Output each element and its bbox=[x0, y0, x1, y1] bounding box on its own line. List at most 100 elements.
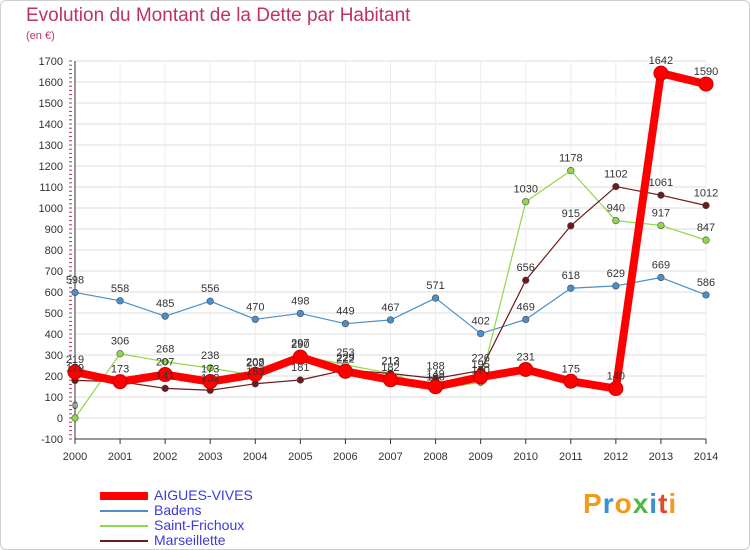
data-point bbox=[702, 236, 710, 244]
y-tick-label: 700 bbox=[45, 266, 63, 278]
legend-item: AIGUES-VIVES bbox=[100, 487, 400, 503]
y-tick-label: 1300 bbox=[39, 140, 63, 152]
data-point bbox=[71, 414, 79, 422]
data-point bbox=[67, 364, 83, 380]
data-label: 213 bbox=[381, 355, 399, 367]
data-label: 136 bbox=[426, 371, 444, 383]
data-label: 629 bbox=[607, 268, 625, 280]
data-point bbox=[657, 273, 665, 282]
data-point bbox=[522, 276, 530, 284]
data-label: 940 bbox=[607, 203, 625, 215]
data-label: 175 bbox=[562, 363, 580, 375]
y-tick-label: 0 bbox=[57, 413, 63, 425]
data-point bbox=[112, 374, 128, 390]
x-tick-label: 2000 bbox=[63, 451, 87, 463]
x-tick-label: 2001 bbox=[108, 451, 132, 463]
y-tick-label: 1600 bbox=[39, 77, 63, 89]
data-point bbox=[341, 320, 350, 328]
legend-swatch bbox=[100, 510, 148, 512]
data-label: 253 bbox=[336, 347, 354, 359]
data-point bbox=[657, 221, 665, 230]
data-label: 207 bbox=[156, 357, 174, 369]
x-tick-label: 2012 bbox=[604, 451, 628, 463]
data-label: 163 bbox=[246, 366, 264, 378]
data-label: 917 bbox=[652, 207, 670, 219]
data-label: 149 bbox=[426, 369, 444, 381]
data-label: 669 bbox=[652, 260, 670, 272]
data-point bbox=[383, 372, 398, 388]
legend-label: Marseillette bbox=[154, 532, 226, 548]
data-label: 556 bbox=[201, 283, 219, 295]
data-label: 306 bbox=[111, 336, 129, 348]
data-label: 558 bbox=[111, 283, 129, 295]
data-label: 598 bbox=[66, 274, 84, 286]
data-point bbox=[251, 315, 259, 323]
data-point bbox=[477, 329, 485, 338]
data-point bbox=[698, 76, 714, 92]
data-point bbox=[657, 191, 665, 199]
data-point bbox=[522, 315, 530, 324]
y-tick-label: 1200 bbox=[39, 161, 63, 173]
x-tick-label: 2002 bbox=[153, 451, 177, 463]
x-tick-label: 2008 bbox=[423, 451, 447, 463]
data-label: 140 bbox=[607, 371, 625, 383]
data-label: 402 bbox=[471, 316, 489, 328]
data-point bbox=[473, 369, 489, 385]
data-label: 141 bbox=[156, 370, 174, 382]
y-tick-label: 200 bbox=[45, 371, 63, 383]
legend-label: AIGUES-VIVES bbox=[154, 487, 253, 503]
data-label: 470 bbox=[246, 301, 264, 313]
data-point bbox=[567, 284, 575, 292]
data-point bbox=[157, 367, 173, 383]
data-point bbox=[522, 198, 530, 206]
y-tick-label: 800 bbox=[45, 245, 63, 257]
y-tick-label: 1400 bbox=[39, 119, 63, 131]
legend-label: Badens bbox=[154, 502, 202, 518]
data-label: 485 bbox=[156, 298, 174, 310]
data-point bbox=[116, 350, 124, 358]
data-label: 132 bbox=[201, 372, 219, 384]
data-label: 0 bbox=[72, 400, 78, 412]
data-label: 173 bbox=[111, 364, 129, 376]
x-tick-label: 2013 bbox=[649, 451, 673, 463]
data-label: 268 bbox=[156, 344, 174, 356]
x-tick-label: 2014 bbox=[694, 451, 718, 463]
legend-swatch bbox=[100, 540, 148, 542]
data-point bbox=[612, 282, 620, 290]
x-tick-label: 2011 bbox=[559, 451, 583, 463]
data-point bbox=[608, 381, 624, 397]
y-tick-label: 1000 bbox=[39, 203, 63, 215]
data-label: 212 bbox=[381, 355, 399, 367]
data-label: 226 bbox=[471, 353, 489, 365]
y-tick-label: 300 bbox=[45, 350, 63, 362]
data-point bbox=[428, 379, 444, 395]
data-point bbox=[563, 373, 579, 389]
chart-title: Evolution du Montant de la Dette par Hab… bbox=[26, 5, 411, 26]
data-label: 467 bbox=[381, 302, 399, 314]
data-label: 219 bbox=[66, 354, 84, 366]
data-label: 290 bbox=[291, 339, 309, 351]
data-label: 222 bbox=[336, 353, 354, 365]
data-point bbox=[612, 217, 620, 225]
data-label: 847 bbox=[697, 222, 715, 234]
data-point bbox=[247, 366, 263, 382]
data-point bbox=[71, 288, 79, 297]
data-label: 1642 bbox=[649, 55, 673, 67]
data-label: 231 bbox=[517, 351, 535, 363]
legend-item: Saint-Frichoux bbox=[100, 517, 400, 533]
legend-label: Saint-Frichoux bbox=[154, 517, 245, 533]
data-point bbox=[431, 294, 440, 302]
data-label: 571 bbox=[426, 280, 444, 292]
legend-swatch bbox=[100, 525, 148, 527]
data-label: 449 bbox=[336, 306, 354, 318]
data-label: 656 bbox=[517, 262, 535, 274]
x-tick-label: 2003 bbox=[198, 451, 222, 463]
data-label: 1102 bbox=[604, 169, 628, 181]
x-tick-label: 2007 bbox=[378, 451, 402, 463]
data-label: 238 bbox=[201, 350, 219, 362]
data-label: 498 bbox=[291, 295, 309, 307]
data-label: 1030 bbox=[513, 184, 537, 196]
data-point bbox=[206, 297, 214, 305]
data-point bbox=[518, 361, 534, 377]
y-tick-label: -100 bbox=[41, 434, 63, 446]
